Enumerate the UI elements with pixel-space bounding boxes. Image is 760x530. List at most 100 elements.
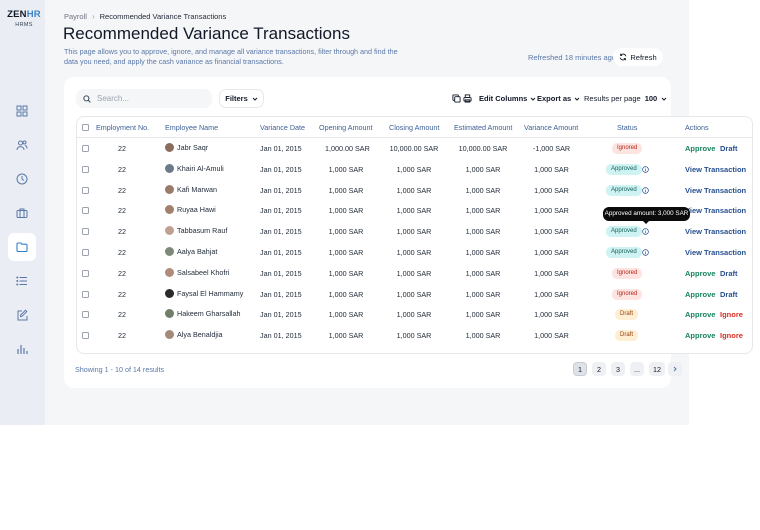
refresh-icon	[620, 53, 627, 61]
table-row[interactable]: 22 Ruyaa Hawi Jan 01, 2015 1,000 SAR 1,000 S…	[77, 200, 752, 221]
row-checkbox[interactable]	[82, 311, 89, 319]
view-transaction-button[interactable]: View Transaction	[685, 185, 747, 195]
row-checkbox[interactable]	[82, 332, 89, 340]
employee-name: Ruyaa Hawi	[177, 205, 216, 215]
page-button-2[interactable]: 2	[592, 362, 606, 376]
table-row[interactable]: 22 Aalya Bahjat Jan 01, 2015 1,000 SAR 1,000…	[77, 242, 752, 263]
draft-button[interactable]: Draft	[720, 268, 738, 278]
ignore-button[interactable]: Ignore	[720, 331, 743, 341]
edit-columns-label: Edit Columns	[479, 94, 528, 103]
refresh-button[interactable]: Refresh	[613, 48, 663, 66]
cell-variance-date: Jan 01, 2015	[260, 289, 302, 299]
cell-employee[interactable]: Salsabeel Khofri	[165, 267, 229, 277]
list-icon[interactable]	[8, 267, 36, 295]
select-all-checkbox[interactable]	[82, 124, 89, 131]
cell-closing-amount: 10,000.00 SAR	[389, 144, 439, 153]
view-transaction-button[interactable]: View Transaction	[685, 227, 747, 237]
cell-variance-date: Jan 01, 2015	[260, 268, 302, 278]
folder-icon[interactable]	[8, 233, 36, 261]
row-checkbox[interactable]	[82, 186, 89, 194]
next-page-button[interactable]	[668, 362, 682, 376]
cell-employment-no: 22	[118, 248, 126, 257]
info-icon[interactable]	[642, 166, 649, 173]
table-row[interactable]: 22 Salsabeel Khofri Jan 01, 2015 1,000 SAR 1…	[77, 263, 752, 284]
header-employee-name: Employee Name	[165, 123, 219, 132]
table-row[interactable]: 22 Khairi Al-Amuli Jan 01, 2015 1,000 SAR 1,…	[77, 159, 752, 180]
page-button-1[interactable]: 1	[573, 362, 587, 376]
approve-button[interactable]: Approve	[685, 331, 716, 341]
clock-icon[interactable]	[8, 165, 36, 193]
status-badge: Approved	[606, 184, 642, 196]
row-checkbox[interactable]	[82, 249, 89, 256]
view-transaction-button[interactable]: View Transaction	[685, 164, 747, 174]
approve-button[interactable]: Approve	[685, 310, 716, 320]
cell-employee[interactable]: Hakeem Gharsallah	[165, 309, 241, 319]
logo-wordmark: ZENHR	[7, 9, 41, 20]
filters-label: Filters	[225, 94, 248, 103]
approve-button[interactable]: Approve	[685, 289, 716, 299]
table-row[interactable]: 22 Kafi Marwan Jan 01, 2015 1,000 SAR 1,000 …	[77, 180, 752, 201]
cell-employee[interactable]: Khairi Al-Amuli	[165, 163, 224, 173]
cell-employee[interactable]: Aalya Bahjat	[165, 247, 217, 256]
cell-closing-amount: 1,000 SAR	[396, 185, 432, 195]
table-row[interactable]: 22 Alya Benaldjia Jan 01, 2015 1,000 SAR 1,0…	[77, 325, 752, 346]
table-row[interactable]: 22 Jabr Saqr Jan 01, 2015 1,000.00 SAR 10,00…	[77, 138, 752, 159]
search-input[interactable]	[97, 94, 207, 103]
cell-employee[interactable]: Alya Benaldjia	[165, 330, 223, 340]
results-per-page-label: Results per page	[584, 94, 641, 103]
cell-variance-amount: 1,000 SAR	[534, 248, 569, 257]
briefcase-icon[interactable]	[8, 199, 36, 227]
approve-button[interactable]: Approve	[685, 144, 716, 153]
row-checkbox[interactable]	[82, 228, 89, 236]
row-checkbox[interactable]	[82, 290, 89, 298]
page-description: This page allows you to approve, ignore,…	[64, 47, 398, 66]
page-button-12[interactable]: 12	[649, 362, 665, 376]
dashboard-icon[interactable]	[8, 97, 36, 125]
cell-employee[interactable]: Faysal El Hammamy	[165, 288, 243, 298]
view-transaction-button[interactable]: View Transaction	[685, 248, 747, 257]
cell-opening-amount: 1,000 SAR	[328, 268, 364, 278]
page-button-3[interactable]: 3	[611, 362, 625, 376]
chart-icon[interactable]	[8, 335, 36, 363]
cell-variance-date: Jan 01, 2015	[260, 164, 302, 174]
breadcrumb-parent[interactable]: Payroll	[64, 12, 87, 21]
edit-columns-button[interactable]: Edit Columns	[479, 94, 536, 103]
table-row[interactable]: 22 Tabbasum Rauf Jan 01, 2015 1,000 SAR 1,00…	[77, 221, 752, 242]
row-checkbox[interactable]	[82, 165, 89, 173]
status-badge: Ignored	[612, 267, 643, 279]
employee-name: Jabr Saqr	[177, 143, 209, 152]
cell-variance-date: Jan 01, 2015	[260, 144, 302, 153]
avatar	[165, 330, 174, 340]
results-per-page[interactable]: Results per page 100	[584, 94, 667, 103]
row-checkbox[interactable]	[82, 269, 89, 277]
table-row[interactable]: 22 Hakeem Gharsallah Jan 01, 2015 1,000 SAR…	[77, 304, 752, 325]
ignore-button[interactable]: Ignore	[720, 310, 743, 320]
cell-employee[interactable]: Jabr Saqr	[165, 143, 208, 152]
draft-button[interactable]: Draft	[720, 289, 738, 299]
copy-icon[interactable]	[452, 94, 461, 103]
info-icon[interactable]	[642, 186, 649, 194]
employee-name: Tabbasum Rauf	[177, 226, 228, 236]
cell-employee[interactable]: Tabbasum Rauf	[165, 226, 228, 236]
cell-employment-no: 22	[118, 164, 126, 174]
edit-icon[interactable]	[8, 301, 36, 329]
info-icon[interactable]	[642, 228, 649, 235]
draft-button[interactable]: Draft	[720, 144, 738, 153]
export-button[interactable]: Export as	[537, 94, 580, 103]
row-checkbox[interactable]	[82, 207, 89, 215]
cell-opening-amount: 1,000 SAR	[328, 206, 364, 216]
table-row[interactable]: 22 Faysal El Hammamy Jan 01, 2015 1,000 SAR…	[77, 284, 752, 305]
approve-button[interactable]: Approve	[685, 268, 716, 278]
info-icon[interactable]	[642, 249, 649, 256]
filters-button[interactable]: Filters	[219, 89, 264, 108]
cell-opening-amount: 1,000 SAR	[328, 310, 364, 320]
row-checkbox[interactable]	[82, 145, 89, 152]
cell-employee[interactable]: Ruyaa Hawi	[165, 205, 216, 215]
users-icon[interactable]	[8, 131, 36, 159]
print-icon[interactable]	[463, 94, 472, 103]
cell-estimated-amount: 1,000 SAR	[465, 248, 501, 257]
cell-employee[interactable]: Kafi Marwan	[165, 184, 217, 194]
tooltip-arrow	[642, 220, 650, 224]
view-transaction-button[interactable]: View Transaction	[685, 206, 747, 216]
cell-variance-amount: 1,000 SAR	[534, 268, 569, 278]
